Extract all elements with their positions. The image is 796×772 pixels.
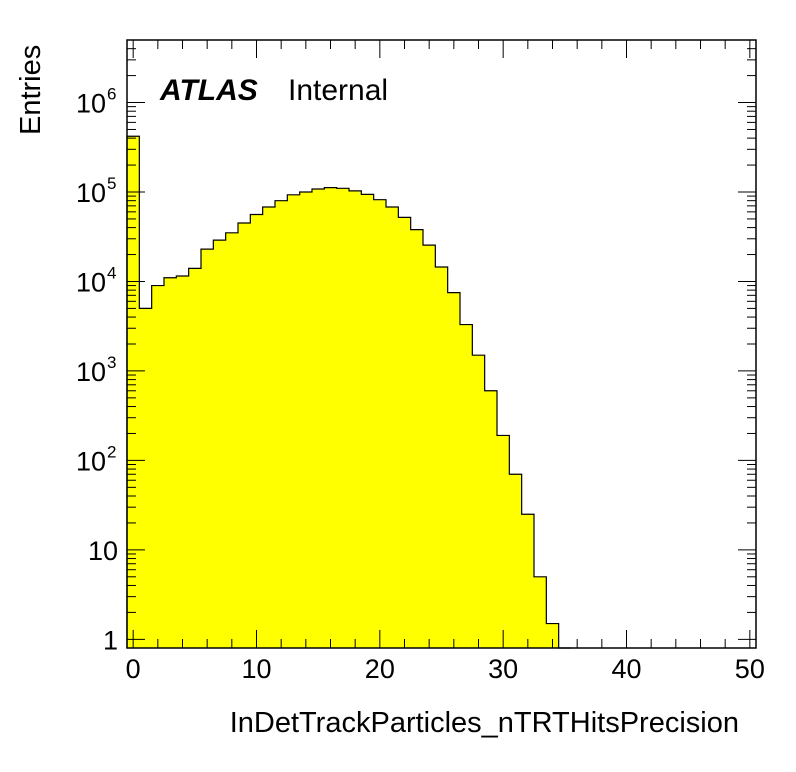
histogram-bar <box>262 206 276 649</box>
histogram-bar <box>386 206 399 649</box>
histogram-bar <box>213 240 226 648</box>
atlas-brand-label: ATLAS <box>159 74 258 107</box>
histogram-outline <box>126 135 571 649</box>
histogram-bar <box>410 229 424 648</box>
x-axis-ticks <box>132 40 751 648</box>
y-tick-exponent: 3 <box>107 353 116 372</box>
histogram-bar <box>509 474 522 648</box>
histogram-bar <box>423 245 436 648</box>
x-tick-label: 50 <box>735 654 765 684</box>
x-tick-label: 40 <box>611 654 641 684</box>
histogram-bar <box>275 200 288 648</box>
internal-status-label: Internal <box>288 74 388 107</box>
histogram-bar <box>534 576 547 648</box>
histogram-bar <box>435 267 448 648</box>
histogram-bar <box>287 194 300 648</box>
histogram-bar <box>127 136 140 648</box>
y-axis-ticks <box>127 39 756 640</box>
histogram-bar <box>139 308 152 648</box>
histogram-bar <box>336 188 350 649</box>
histogram-bar <box>373 199 387 648</box>
histogram-bar <box>472 355 485 648</box>
x-tick-label: 0 <box>126 654 141 684</box>
y-tick-exponent: 4 <box>107 263 116 282</box>
histogram-bar <box>324 187 337 648</box>
y-tick-exponent: 5 <box>107 174 116 193</box>
x-tick-label: 30 <box>488 654 518 684</box>
x-tick-label: 10 <box>241 654 271 684</box>
histogram-bar <box>164 277 177 648</box>
histogram-bar <box>176 276 189 648</box>
histogram-bar <box>447 292 461 648</box>
histogram-bar <box>312 189 325 648</box>
histogram-bar <box>299 192 313 648</box>
histogram-bar <box>521 514 535 648</box>
y-tick-label: 10 <box>76 267 106 297</box>
histogram-bar <box>484 390 498 648</box>
x-tick-labels: 0 10 20 30 40 50 <box>126 654 765 684</box>
histogram-bar <box>238 223 251 648</box>
y-tick-label: 10 <box>76 357 106 387</box>
histogram-bar <box>398 217 411 649</box>
histogram-bar <box>546 623 559 648</box>
histogram-bar <box>201 249 214 648</box>
y-tick-exponent: 2 <box>107 442 116 461</box>
y-tick-exponent: 6 <box>107 85 116 104</box>
histogram-bar <box>361 194 374 648</box>
y-tick-label: 1 <box>103 625 118 655</box>
y-tick-label: 10 <box>88 536 118 566</box>
histogram-bar <box>250 214 263 648</box>
histogram-bar <box>349 190 362 648</box>
y-tick-label: 10 <box>76 178 106 208</box>
histogram-bar <box>188 268 202 648</box>
histogram-bar <box>151 285 165 648</box>
y-tick-label: 10 <box>76 89 106 119</box>
histogram-bar <box>225 232 239 648</box>
y-tick-label: 10 <box>76 446 106 476</box>
histogram-bars <box>127 136 559 649</box>
x-axis-label: InDetTrackParticles_nTRTHitsPrecision <box>230 707 739 739</box>
histogram-bar <box>497 435 510 648</box>
x-tick-label: 20 <box>365 654 395 684</box>
y-axis-label: Entries <box>15 45 47 135</box>
histogram-bar <box>460 324 473 648</box>
